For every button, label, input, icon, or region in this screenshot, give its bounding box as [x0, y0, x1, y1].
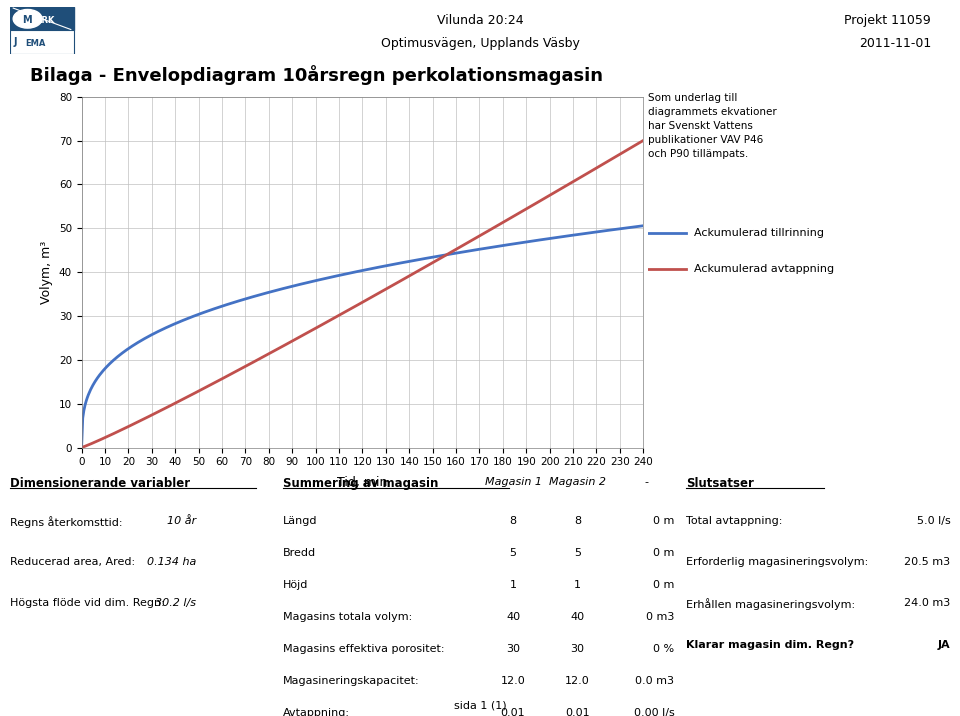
Text: Högsta flöde vid dim. Regn:: Högsta flöde vid dim. Regn: — [10, 599, 164, 609]
Text: 0 m3: 0 m3 — [646, 612, 674, 622]
Text: Vilunda 20:24: Vilunda 20:24 — [437, 14, 523, 26]
Text: Längd: Längd — [283, 516, 318, 526]
Text: 12.0: 12.0 — [565, 676, 589, 686]
Text: 30.2 l/s: 30.2 l/s — [156, 599, 196, 609]
Text: Magasin 2: Magasin 2 — [549, 477, 606, 487]
Bar — [10, 7, 74, 30]
Text: 0 m: 0 m — [653, 516, 674, 526]
Text: Regns återkomsttid:: Regns återkomsttid: — [10, 516, 122, 528]
Text: Projekt 11059: Projekt 11059 — [845, 14, 931, 26]
Text: Avtappning:: Avtappning: — [283, 708, 350, 716]
Text: Magasins effektiva porositet:: Magasins effektiva porositet: — [283, 644, 444, 654]
Text: Optimusvägen, Upplands Väsby: Optimusvägen, Upplands Väsby — [380, 37, 580, 50]
Text: Bredd: Bredd — [283, 548, 317, 558]
Text: ARK: ARK — [36, 16, 56, 24]
Text: Höjd: Höjd — [283, 580, 308, 590]
Circle shape — [13, 9, 42, 28]
Text: -: - — [644, 477, 648, 487]
Text: Som underlag till
diagrammets ekvationer
har Svenskt Vattens
publikationer VAV P: Som underlag till diagrammets ekvationer… — [648, 93, 777, 159]
Text: 12.0: 12.0 — [501, 676, 525, 686]
Text: Summering av magasin: Summering av magasin — [283, 477, 439, 490]
Text: Magasins totala volym:: Magasins totala volym: — [283, 612, 413, 622]
Text: Erhållen magasineringsvolym:: Erhållen magasineringsvolym: — [686, 599, 855, 610]
Text: 5.0 l/s: 5.0 l/s — [917, 516, 950, 526]
Text: 8: 8 — [510, 516, 516, 526]
Text: 0.01: 0.01 — [565, 708, 589, 716]
Text: M: M — [23, 15, 33, 25]
Text: J: J — [13, 37, 16, 47]
Bar — [10, 30, 74, 54]
Text: 0 %: 0 % — [653, 644, 674, 654]
Text: Total avtappning:: Total avtappning: — [686, 516, 782, 526]
Text: EMA: EMA — [25, 39, 46, 48]
Text: 5: 5 — [510, 548, 516, 558]
Text: 40: 40 — [570, 612, 585, 622]
Text: Bilaga - Envelopdiagram 10årsregn perkolationsmagasin: Bilaga - Envelopdiagram 10årsregn perkol… — [31, 65, 603, 85]
Text: Magasin 1: Magasin 1 — [485, 477, 541, 487]
Text: 30: 30 — [506, 644, 520, 654]
Text: 8: 8 — [574, 516, 581, 526]
Text: 30: 30 — [570, 644, 585, 654]
Text: 5: 5 — [574, 548, 581, 558]
Y-axis label: Volym, m³: Volym, m³ — [40, 241, 53, 304]
Text: Erforderlig magasineringsvolym:: Erforderlig magasineringsvolym: — [686, 557, 869, 567]
Text: 0.01: 0.01 — [501, 708, 525, 716]
Text: sida 1 (1): sida 1 (1) — [454, 700, 506, 710]
Text: 20.5 m3: 20.5 m3 — [904, 557, 950, 567]
Text: Dimensionerande variabler: Dimensionerande variabler — [10, 477, 190, 490]
Text: Slutsatser: Slutsatser — [686, 477, 755, 490]
Text: 24.0 m3: 24.0 m3 — [904, 599, 950, 609]
X-axis label: Tid, min: Tid, min — [337, 475, 388, 488]
Text: JA: JA — [938, 639, 950, 649]
Text: Magasineringskapacitet:: Magasineringskapacitet: — [283, 676, 420, 686]
Text: 0.0 m3: 0.0 m3 — [636, 676, 674, 686]
Text: 2011-11-01: 2011-11-01 — [859, 37, 931, 50]
Text: Reducerad area, Ared:: Reducerad area, Ared: — [10, 557, 134, 567]
Text: 40: 40 — [506, 612, 520, 622]
Text: 0 m: 0 m — [653, 548, 674, 558]
Text: 0.00 l/s: 0.00 l/s — [634, 708, 674, 716]
Text: 1: 1 — [574, 580, 581, 590]
Text: 0 m: 0 m — [653, 580, 674, 590]
Text: Klarar magasin dim. Regn?: Klarar magasin dim. Regn? — [686, 639, 854, 649]
Text: 0.134 ha: 0.134 ha — [147, 557, 196, 567]
Text: 10 år: 10 år — [167, 516, 196, 526]
Text: Ackumulerad avtappning: Ackumulerad avtappning — [694, 263, 834, 274]
Text: Ackumulerad tillrinning: Ackumulerad tillrinning — [694, 228, 825, 238]
Text: 1: 1 — [510, 580, 516, 590]
